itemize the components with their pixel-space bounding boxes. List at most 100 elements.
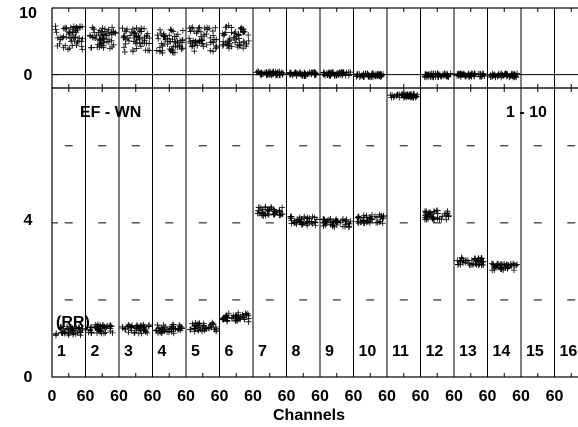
top-point-ch7 xyxy=(270,70,277,77)
bottom-point-ch14 xyxy=(507,262,514,269)
top-point-ch2 xyxy=(98,28,105,35)
bottom-point-ch3 xyxy=(125,323,132,330)
top-point-ch6 xyxy=(245,37,252,44)
bottom-panel-frame xyxy=(51,87,578,378)
x-tick-label-0: 0 xyxy=(48,388,57,405)
channel-label-1: 1 xyxy=(57,343,66,360)
top-point-ch5 xyxy=(212,42,219,49)
x-tick-label-12: 60 xyxy=(445,388,463,405)
top-point-ch5 xyxy=(210,48,217,55)
top-point-ch11 xyxy=(390,94,397,101)
top-point-ch2 xyxy=(92,35,99,42)
top-point-ch2 xyxy=(95,29,102,36)
bottom-point-ch1 xyxy=(65,332,72,339)
top-point-ch4 xyxy=(154,32,161,39)
annotation-rr: (RR) xyxy=(56,314,90,331)
top-point-ch4 xyxy=(169,46,176,53)
bottom-point-ch8 xyxy=(309,220,316,227)
x-tick-labels: 06060606060606060606060606060606 xyxy=(48,388,564,405)
bottom-point-ch1 xyxy=(64,326,71,333)
bottom-point-ch2 xyxy=(109,329,116,336)
top-point-ch10 xyxy=(369,70,376,77)
top-point-ch5 xyxy=(212,24,219,31)
top-point-ch5 xyxy=(203,31,210,38)
bottom-point-ch3 xyxy=(129,322,136,329)
top-point-ch5 xyxy=(196,24,203,31)
top-point-ch1 xyxy=(62,24,69,31)
x-tick-label-8: 60 xyxy=(311,388,329,405)
top-point-ch7 xyxy=(266,68,273,75)
bottom-point-ch8 xyxy=(291,219,298,226)
top-ytick-label-0: 0 xyxy=(24,67,33,84)
bottom-point-ch14 xyxy=(502,262,509,269)
top-point-ch14 xyxy=(497,71,504,78)
top-point-ch3 xyxy=(130,38,137,45)
top-point-ch7 xyxy=(253,69,260,76)
bottom-point-ch3 xyxy=(127,323,134,330)
channel-label-15: 15 xyxy=(526,343,544,360)
bottom-point-ch9 xyxy=(345,219,352,226)
top-point-ch1 xyxy=(79,23,86,30)
bottom-point-ch2 xyxy=(93,323,100,330)
bottom-point-ch9 xyxy=(320,216,327,223)
bottom-point-ch6 xyxy=(240,313,247,320)
top-point-ch2 xyxy=(94,41,101,48)
channel-label-12: 12 xyxy=(426,343,444,360)
bottom-point-ch6 xyxy=(237,314,244,321)
bottom-point-ch6 xyxy=(245,312,252,319)
bottom-point-ch8 xyxy=(313,216,320,223)
top-point-ch1 xyxy=(74,38,81,45)
top-point-ch2 xyxy=(110,41,117,48)
top-point-ch5 xyxy=(186,35,193,42)
x-tick-label-11: 60 xyxy=(412,388,430,405)
bottom-point-ch13 xyxy=(470,261,477,268)
top-point-ch4 xyxy=(159,47,166,54)
top-point-ch11 xyxy=(411,91,418,98)
top-point-ch5 xyxy=(192,38,199,45)
bottom-point-ch10 xyxy=(377,218,384,225)
top-point-ch5 xyxy=(187,38,194,45)
bottom-point-ch9 xyxy=(346,220,353,227)
bottom-point-ch1 xyxy=(59,329,66,336)
x-tick-label-10: 60 xyxy=(378,388,396,405)
top-point-ch5 xyxy=(200,31,207,38)
bottom-point-ch12 xyxy=(422,212,429,219)
top-point-ch4 xyxy=(178,46,185,53)
x-tick-label-13: 60 xyxy=(479,388,497,405)
bottom-point-ch3 xyxy=(137,323,144,330)
top-point-ch1 xyxy=(66,29,73,36)
channel-label-13: 13 xyxy=(459,343,477,360)
top-point-ch5 xyxy=(200,43,207,50)
top-point-ch2 xyxy=(87,33,94,40)
bottom-point-ch10 xyxy=(354,218,361,225)
bottom-point-ch2 xyxy=(97,328,104,335)
channel-label-11: 11 xyxy=(392,343,409,360)
bottom-point-ch7 xyxy=(262,212,269,219)
bottom-point-ch9 xyxy=(321,219,328,226)
top-point-ch5 xyxy=(187,40,194,47)
bottom-point-ch9 xyxy=(330,219,337,226)
top-point-ch5 xyxy=(213,44,220,51)
top-point-ch9 xyxy=(334,72,341,79)
bottom-point-ch3 xyxy=(134,325,141,332)
top-point-ch6 xyxy=(232,39,239,46)
top-point-ch9 xyxy=(347,69,354,76)
top-point-ch12 xyxy=(432,74,439,81)
top-point-ch5 xyxy=(209,38,215,45)
bottom-point-ch6 xyxy=(220,316,227,323)
top-point-ch3 xyxy=(124,26,131,33)
top-point-ch13 xyxy=(475,70,482,77)
top-point-ch1 xyxy=(70,28,77,35)
bottom-point-ch10 xyxy=(355,213,362,220)
bottom-point-ch13 xyxy=(454,257,461,264)
annotation-ef-wn: EF - WN xyxy=(80,104,141,121)
channel-label-9: 9 xyxy=(325,343,334,360)
top-point-ch9 xyxy=(342,72,349,79)
top-point-ch4 xyxy=(179,45,186,52)
bottom-point-ch4 xyxy=(153,327,160,334)
x-tick-label-9: 60 xyxy=(345,388,363,405)
x-tick-label-2: 60 xyxy=(110,388,128,405)
bottom-point-ch12 xyxy=(423,216,430,223)
top-point-ch3 xyxy=(137,43,144,50)
top-point-ch8 xyxy=(311,69,318,76)
